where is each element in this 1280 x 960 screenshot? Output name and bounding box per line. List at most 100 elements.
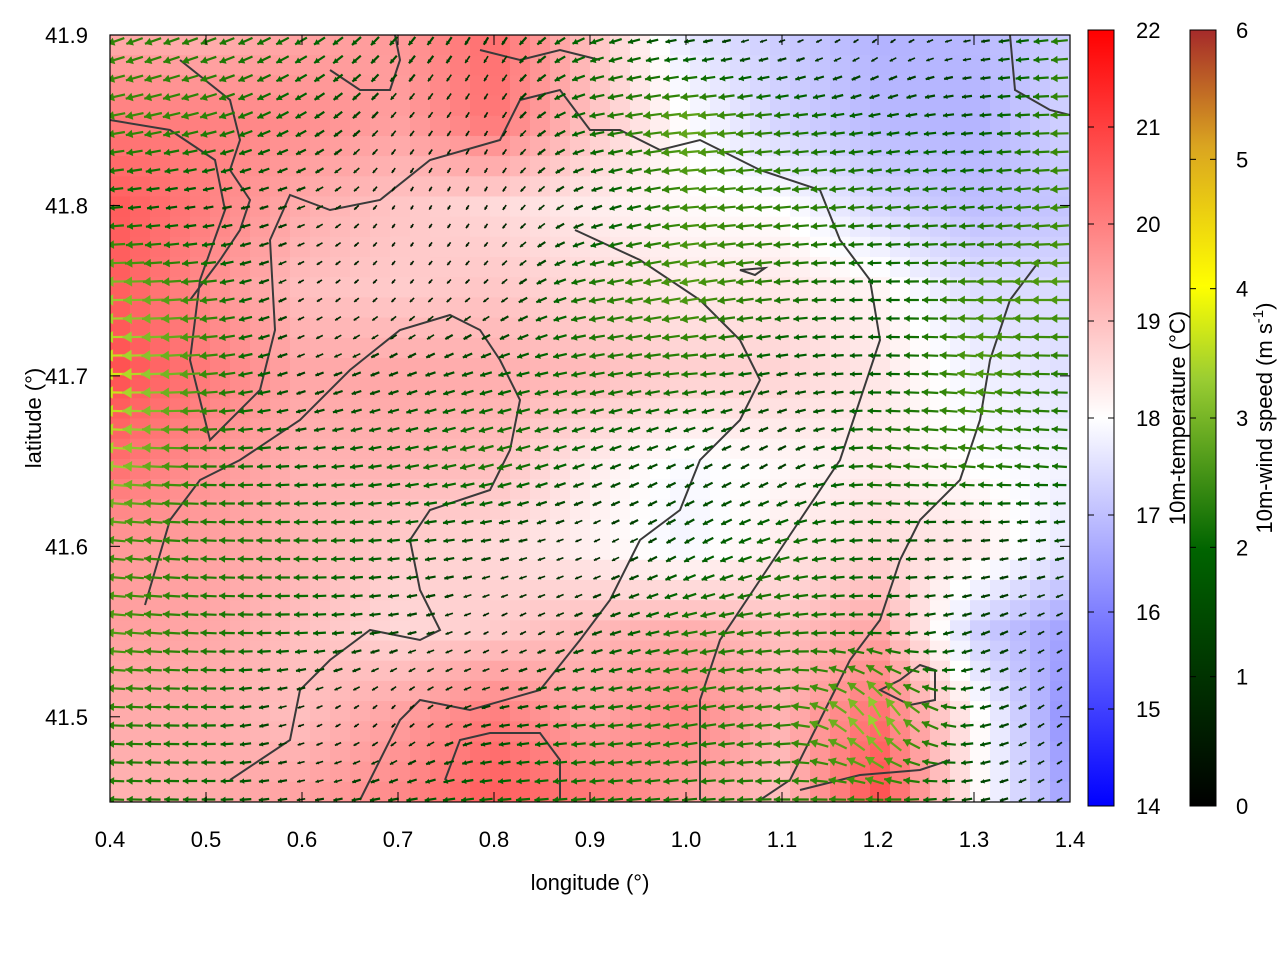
- heatmap-cell: [1050, 176, 1070, 198]
- heatmap-cell: [630, 701, 651, 723]
- heatmap-cell: [230, 620, 251, 642]
- heatmap-cell: [290, 458, 311, 480]
- heatmap-cell: [830, 216, 851, 238]
- heatmap-cell: [430, 196, 451, 218]
- heatmap-cell: [710, 75, 731, 97]
- heatmap-cell: [930, 236, 951, 258]
- heatmap-cell: [290, 236, 311, 258]
- heatmap-cell: [570, 236, 591, 258]
- heatmap-cell: [530, 95, 551, 117]
- heatmap-cell: [1010, 620, 1031, 642]
- heatmap-cell: [990, 75, 1011, 97]
- heatmap-cell: [450, 660, 471, 682]
- heatmap-cell: [250, 236, 271, 258]
- heatmap-cell: [430, 277, 451, 299]
- heatmap-cell: [590, 337, 611, 359]
- heatmap-cell: [410, 701, 431, 723]
- heatmap-cell: [390, 236, 411, 258]
- heatmap-cell: [590, 115, 611, 137]
- heatmap-cell: [710, 317, 731, 339]
- heatmap-cell: [530, 297, 551, 319]
- heatmap-cell: [810, 135, 831, 157]
- heatmap-cell: [570, 680, 591, 702]
- heatmap-cell: [910, 297, 931, 319]
- heatmap-cell: [950, 337, 971, 359]
- heatmap-cell: [510, 317, 531, 339]
- heatmap-cell: [770, 761, 791, 783]
- heatmap-cell: [930, 75, 951, 97]
- heatmap-cell: [470, 458, 491, 480]
- heatmap-cell: [470, 600, 491, 622]
- heatmap-cell: [490, 236, 511, 258]
- heatmap-cell: [270, 701, 291, 723]
- heatmap-cell: [590, 378, 611, 400]
- heatmap-cell: [290, 337, 311, 359]
- heatmap-cell: [610, 438, 631, 460]
- heatmap-cell: [190, 35, 211, 56]
- heatmap-cell: [390, 660, 411, 682]
- heatmap-cell: [130, 236, 151, 258]
- heatmap-cell: [890, 458, 911, 480]
- heatmap-cell: [550, 701, 571, 723]
- heatmap-cell: [710, 600, 731, 622]
- heatmap-cell: [470, 257, 491, 279]
- heatmap-cell: [750, 378, 771, 400]
- heatmap-cell: [890, 600, 911, 622]
- heatmap-cell: [850, 600, 871, 622]
- heatmap-cell: [370, 721, 391, 743]
- heatmap-cell: [690, 620, 711, 642]
- heatmap-cell: [490, 196, 511, 218]
- heatmap-cell: [330, 236, 351, 258]
- heatmap-cell: [890, 620, 911, 642]
- heatmap-cell: [150, 257, 171, 279]
- heatmap-cell: [850, 297, 871, 319]
- heatmap-cell: [430, 135, 451, 157]
- heatmap-cell: [650, 378, 671, 400]
- heatmap-cell: [190, 236, 211, 258]
- heatmap-cell: [470, 519, 491, 541]
- heatmap-cell: [930, 539, 951, 561]
- heatmap-cell: [630, 680, 651, 702]
- heatmap-cell: [470, 660, 491, 682]
- heatmap-cell: [410, 680, 431, 702]
- heatmap-cell: [130, 458, 151, 480]
- heatmap-cell: [630, 539, 651, 561]
- heatmap-cell: [750, 317, 771, 339]
- heatmap-cell: [370, 95, 391, 117]
- heatmap-cell: [550, 95, 571, 117]
- heatmap-cell: [770, 479, 791, 501]
- heatmap-cell: [330, 438, 351, 460]
- heatmap-cell: [290, 135, 311, 157]
- heatmap-cell: [930, 277, 951, 299]
- heatmap-cell: [290, 176, 311, 198]
- heatmap-cell: [350, 115, 371, 137]
- heatmap-cell: [410, 297, 431, 319]
- heatmap-cell: [710, 378, 731, 400]
- heatmap-cell: [590, 519, 611, 541]
- heatmap-cell: [410, 277, 431, 299]
- heatmap-cell: [1050, 620, 1070, 642]
- heatmap-cell: [130, 216, 151, 238]
- heatmap-cell: [890, 236, 911, 258]
- heatmap-cell: [770, 317, 791, 339]
- heatmap-cell: [870, 539, 891, 561]
- heatmap-cell: [390, 499, 411, 521]
- heatmap-cell: [950, 378, 971, 400]
- heatmap-cell: [210, 317, 231, 339]
- wind-colorbar-label-superscript: -1: [1250, 310, 1267, 323]
- heatmap-cell: [330, 660, 351, 682]
- heatmap-cell: [930, 680, 951, 702]
- heatmap-cell: [310, 35, 331, 56]
- heatmap-cell: [350, 721, 371, 743]
- heatmap-cell: [750, 600, 771, 622]
- heatmap-cell: [930, 458, 951, 480]
- heatmap-cell: [1050, 458, 1070, 480]
- heatmap-cell: [370, 378, 391, 400]
- heatmap-cell: [710, 115, 731, 137]
- heatmap-cell: [910, 55, 931, 77]
- heatmap-cell: [550, 458, 571, 480]
- heatmap-cell: [170, 216, 191, 238]
- heatmap-cell: [650, 236, 671, 258]
- heatmap-cell: [1030, 317, 1051, 339]
- heatmap-cell: [450, 156, 471, 178]
